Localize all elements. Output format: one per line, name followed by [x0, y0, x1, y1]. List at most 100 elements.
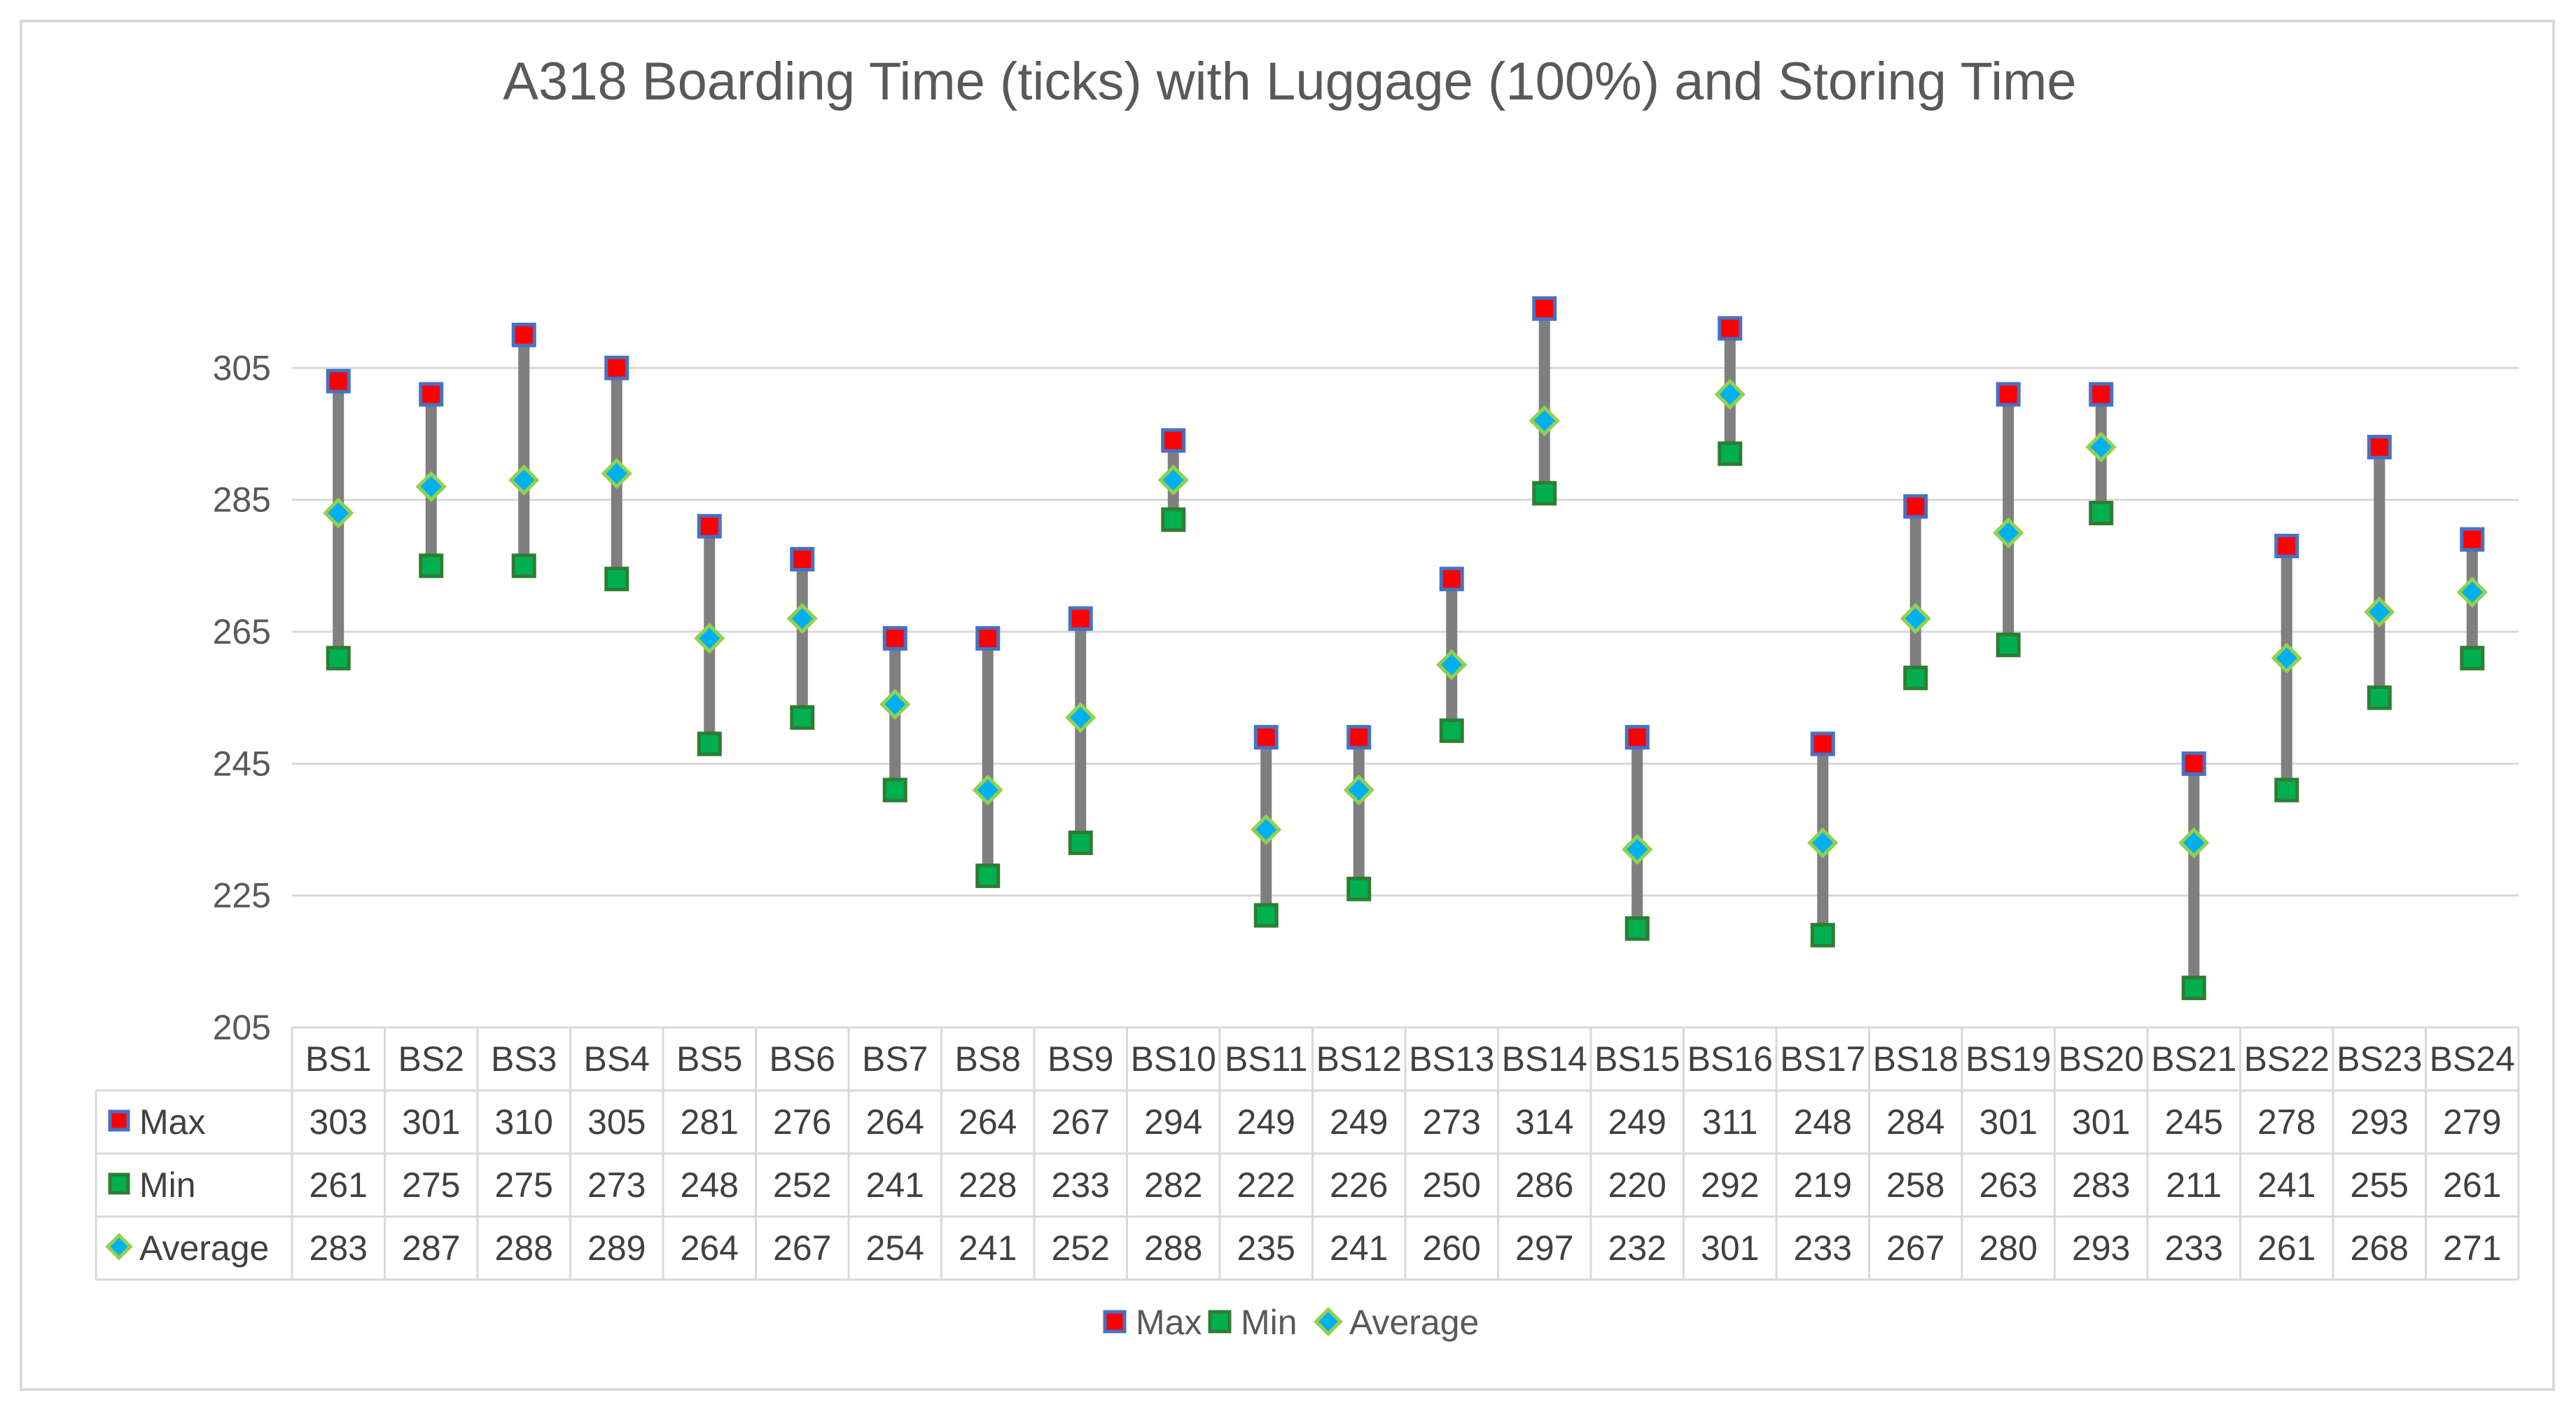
average-marker	[1529, 405, 1560, 436]
table-cell: 241	[959, 1228, 1017, 1268]
high-low-lines	[333, 308, 2478, 988]
category-label: BS18	[1873, 1039, 1958, 1079]
category-label: BS1	[305, 1039, 372, 1079]
max-marker	[511, 322, 536, 347]
min-marker	[1810, 922, 1835, 948]
average-marker	[879, 688, 911, 720]
table-cell: 249	[1330, 1102, 1388, 1142]
min-marker	[1532, 480, 1557, 506]
max-marker	[604, 355, 629, 380]
table-series-label: Max	[139, 1102, 205, 1142]
table-cell: 249	[1608, 1102, 1666, 1142]
y-tick-label: 205	[213, 1008, 271, 1047]
average-marker	[694, 623, 725, 654]
average-marker	[1622, 833, 1653, 865]
table-cell: 252	[1052, 1228, 1110, 1268]
table-cell: 282	[1144, 1165, 1202, 1205]
table-cell: 248	[681, 1165, 739, 1205]
max-marker	[419, 382, 444, 407]
table-cell: 226	[1330, 1165, 1388, 1205]
table-cell: 264	[959, 1102, 1017, 1142]
table-cell: 278	[2257, 1102, 2316, 1142]
min-marker	[1718, 441, 1743, 466]
table-cell: 287	[402, 1228, 460, 1268]
table-cell: 284	[1886, 1102, 1944, 1142]
table-cell: 264	[681, 1228, 739, 1268]
table-series-label: Average	[139, 1228, 269, 1268]
table-cell: 211	[2166, 1165, 2222, 1205]
max-marker	[1439, 567, 1464, 592]
table-series-label: Min	[139, 1165, 196, 1205]
max-marker	[2460, 527, 2485, 552]
table-cell: 311	[1702, 1102, 1758, 1142]
category-label: BS12	[1316, 1039, 1402, 1079]
min-marker	[604, 567, 629, 592]
category-label: BS21	[2151, 1039, 2236, 1079]
min-marker	[2181, 976, 2206, 1000]
category-label: BS5	[676, 1039, 743, 1079]
max-marker	[1161, 428, 1186, 453]
table-cell: 219	[1794, 1165, 1852, 1205]
category-label: BS8	[954, 1039, 1021, 1079]
chart-canvas: A318 Boarding Time (ticks) with Luggage …	[95, 52, 2520, 1342]
average-marker	[786, 603, 818, 635]
table-cell: 301	[402, 1102, 460, 1142]
max-legend-key	[108, 1109, 130, 1132]
table-cell: 279	[2443, 1102, 2501, 1142]
table-cell: 222	[1237, 1165, 1295, 1205]
category-label: BS7	[862, 1039, 928, 1079]
table-cell: 275	[495, 1165, 553, 1205]
max-marker	[1532, 296, 1557, 321]
y-tick-label: 285	[213, 480, 271, 520]
min-marker	[2274, 777, 2299, 803]
category-label: BS16	[1687, 1039, 1773, 1079]
average-marker	[1900, 603, 1931, 635]
max-marker	[790, 546, 815, 572]
table-cell: 245	[2165, 1102, 2223, 1142]
data-table: BS1 BS2 BS3 BS4 BS5 BS6 BS7 BS8 BS9 BS10 BS11 BS12 B…	[95, 1026, 2520, 1281]
y-tick-label: 265	[213, 612, 271, 651]
table-cell: 250	[1423, 1165, 1481, 1205]
min-marker	[2460, 646, 2485, 671]
legend-min-label: Min	[1241, 1303, 1297, 1342]
table-cell: 281	[681, 1102, 739, 1142]
average-marker	[508, 464, 540, 496]
category-label: BS17	[1780, 1039, 1865, 1079]
average-marker	[2364, 596, 2395, 628]
min-marker	[1903, 665, 1928, 691]
category-label: BS11	[1225, 1039, 1308, 1079]
average-marker	[2456, 576, 2488, 608]
legend-average-marker	[1314, 1307, 1343, 1336]
max-marker	[2367, 434, 2392, 459]
max-marker	[1253, 725, 1279, 750]
table-cell: 228	[959, 1165, 1017, 1205]
table-cell: 310	[495, 1102, 553, 1142]
min-marker	[882, 777, 907, 803]
max-marker	[1718, 316, 1743, 341]
min-marker	[1996, 632, 2021, 658]
table-cell: 261	[2443, 1165, 2501, 1205]
max-marker	[697, 513, 722, 539]
y-tick-label: 225	[213, 876, 271, 915]
category-label: BS20	[2059, 1039, 2144, 1079]
legend-min-marker	[1208, 1310, 1232, 1334]
table-cell: 233	[1794, 1228, 1852, 1268]
table-cell: 303	[309, 1102, 368, 1142]
min-marker	[1624, 916, 1650, 941]
min-marker	[2367, 685, 2392, 710]
legend-average-label: Average	[1349, 1303, 1479, 1342]
min-marker	[1253, 903, 1279, 928]
table-cell: 252	[773, 1165, 831, 1205]
min-marker	[2089, 501, 2114, 525]
table-cell: 289	[587, 1228, 646, 1268]
category-label: BS10	[1131, 1039, 1216, 1079]
category-label: BS6	[769, 1039, 835, 1079]
max-marker	[2274, 534, 2299, 559]
table-cell: 241	[2257, 1165, 2316, 1205]
min-marker	[790, 705, 815, 730]
table-cell: 261	[309, 1165, 368, 1205]
min-marker	[1346, 876, 1372, 901]
y-tick-label: 245	[213, 744, 271, 783]
table-cell: 235	[1237, 1228, 1295, 1268]
table-cell: 264	[866, 1102, 924, 1142]
